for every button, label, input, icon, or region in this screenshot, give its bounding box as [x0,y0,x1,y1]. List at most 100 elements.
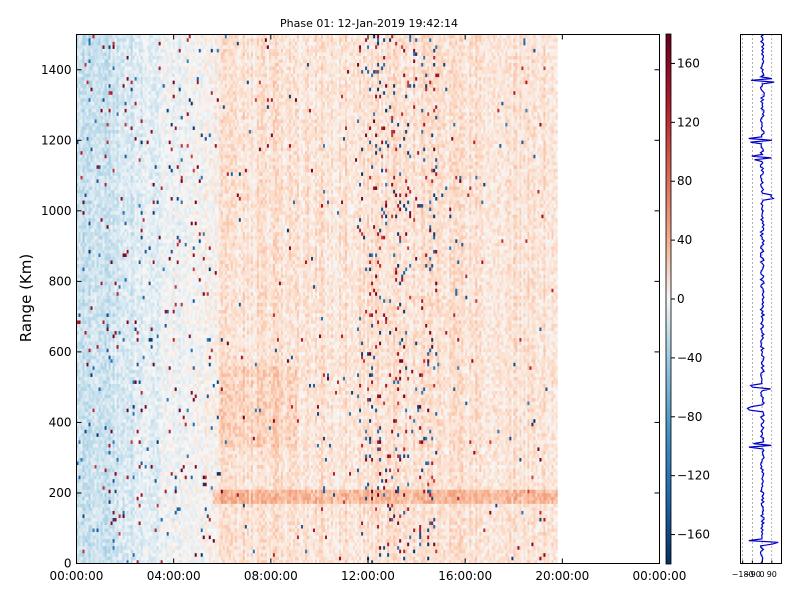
heatmap-cell [89,345,91,349]
heatmap-cell [83,504,85,508]
heatmap-cell [85,260,87,264]
heatmap-cell [89,377,91,381]
heatmap-cell [81,317,83,321]
heatmap-cell [79,310,81,314]
heatmap-cell [81,468,83,472]
heatmap-cell [83,426,85,430]
heatmap-cell [85,320,87,324]
heatmap-cell [79,391,81,395]
heatmap-cell [87,514,89,518]
heatmap-cell [79,451,81,455]
heatmap-cell [89,549,91,553]
heatmap-cell [85,303,87,307]
heatmap-cell [85,243,87,247]
heatmap-cell [81,257,83,261]
heatmap-cell [85,458,87,462]
heatmap-cell [87,281,89,285]
heatmap-cell [87,274,89,278]
heatmap-cell [87,401,89,405]
heatmap-cell [85,398,87,402]
heatmap-cell [85,66,87,70]
heatmap-cell [89,472,91,476]
heatmap-cell [85,472,87,476]
heatmap-cell [81,362,83,366]
heatmap-cell [85,42,87,46]
heatmap-cell [81,288,83,292]
heatmap-cell [85,355,87,359]
heatmap-cell [79,274,81,278]
heatmap-cell [87,394,89,398]
heatmap-cell [85,444,87,448]
heatmap-cell [79,398,81,402]
heatmap-cell [81,303,83,307]
heatmap-cell [81,384,83,388]
heatmap-cell [87,154,89,158]
heatmap-cell [79,52,81,56]
heatmap-cell [83,281,85,285]
heatmap-cell [83,169,85,173]
heatmap-cell [81,77,83,81]
heatmap-cell [83,77,85,81]
heatmap-cell [89,461,91,465]
heatmap-cell [81,391,83,395]
heatmap-cell [85,496,87,500]
heatmap-cell [79,341,81,345]
heatmap-cell [89,493,91,497]
heatmap-cell [81,133,83,137]
heatmap-cell [83,408,85,412]
heatmap-cell [87,320,89,324]
heatmap-cell [79,387,81,391]
heatmap-cell [85,80,87,84]
heatmap-cell [89,444,91,448]
heatmap-cell [81,313,83,317]
heatmap-cell [81,440,83,444]
heatmap-cell [85,556,87,560]
heatmap-cell [81,56,83,60]
heatmap-cell [79,84,81,88]
heatmap-cell [79,63,81,67]
heatmap-cell [89,373,91,377]
heatmap-cell [81,151,83,155]
heatmap-cell [79,355,81,359]
heatmap-cell [87,327,89,331]
heatmap-cell [85,271,87,275]
heatmap-cell [85,161,87,165]
heatmap-cell [87,257,89,261]
heatmap-cell [85,384,87,388]
heatmap-cell [87,366,89,370]
heatmap-cell [79,303,81,307]
heatmap-cell [87,70,89,74]
heatmap-cell [85,123,87,127]
heatmap-cell [81,433,83,437]
heatmap-cell [85,553,87,557]
heatmap-cell [87,426,89,430]
heatmap-cell [81,507,83,511]
heatmap-cell [81,496,83,500]
heatmap-cell [85,486,87,490]
heatmap-cell [85,507,87,511]
heatmap-cell [85,408,87,412]
heatmap-cell [83,387,85,391]
heatmap-cell [85,257,87,261]
heatmap-cell [83,468,85,472]
heatmap-cell [89,405,91,409]
heatmap-cell [85,285,87,289]
heatmap-cell [79,415,81,419]
heatmap-cell [89,514,91,518]
heatmap-cell [85,197,87,201]
heatmap-cell [89,412,91,416]
heatmap-cell [85,137,87,141]
heatmap-cell [87,299,89,303]
heatmap-cell [87,278,89,282]
heatmap-cell [79,144,81,148]
heatmap-cell [79,380,81,384]
heatmap-cell [83,380,85,384]
heatmap-cell [83,63,85,67]
heatmap-cell [83,59,85,63]
heatmap-cell [89,458,91,462]
heatmap-cell [87,384,89,388]
heatmap-cell [79,211,81,215]
heatmap-cell [87,246,89,250]
heatmap-cell [85,288,87,292]
heatmap-cell [83,556,85,560]
